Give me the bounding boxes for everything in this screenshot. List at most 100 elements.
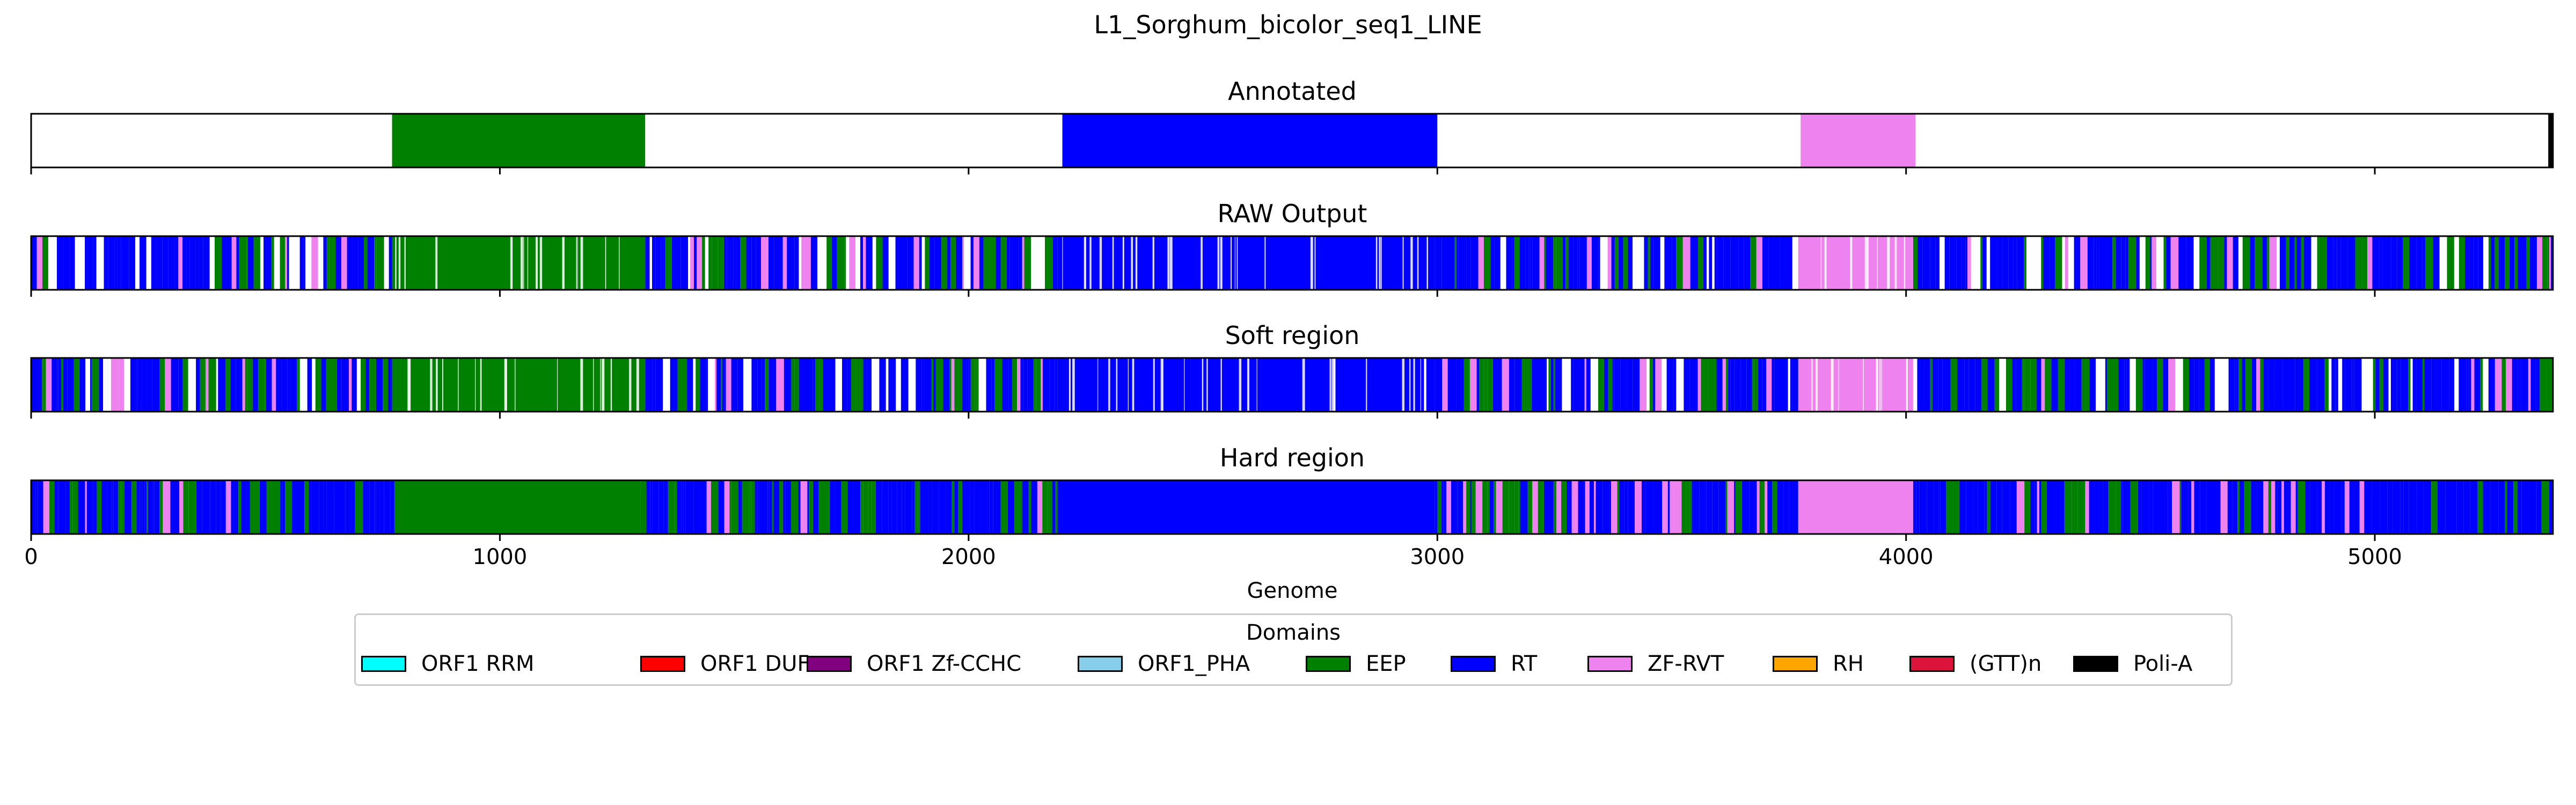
segment-rt [1653,480,1656,534]
segment-zf-rvt [1037,480,1043,534]
segment-rt [2500,236,2505,290]
segment-rt [2387,480,2393,534]
segment-rt [2232,480,2238,534]
segment-rt [1577,236,1580,290]
segment-eep [1946,480,1953,534]
segment-eep [2163,236,2167,290]
segment-eep [326,358,332,412]
segment-zf-rvt [2549,236,2551,290]
segment-rt [221,236,226,290]
segment-eep [1538,480,1544,534]
segment-eep [1454,236,1457,290]
segment-rt [1555,358,1562,412]
segment-rt [1586,358,1588,412]
segment-eep [159,358,165,412]
segment-zf-rvt [1041,358,1043,412]
segment-gap [2439,236,2447,290]
segment-rt [2142,358,2145,412]
segment-eep [42,236,48,290]
segment-gap [1863,358,1864,412]
segment-gap [435,236,438,290]
segment-rt [2300,358,2304,412]
segment-gap [1707,236,1709,290]
segment-rt [2289,358,2295,412]
segment-gap [1375,236,1378,290]
segment-eep [182,358,188,412]
segment-rt [2280,236,2286,290]
segment-gap [1876,358,1878,412]
segment-rt [2431,358,2437,412]
segment-rt [2474,358,2480,412]
segment-rt [1780,358,1788,412]
segment-zf-rvt [1722,358,1726,412]
segment-rt [2089,480,2095,534]
segment-eep [2179,480,2182,534]
segment-eep [952,480,955,534]
segment-eep [2542,236,2548,290]
segment-eep [1048,480,1052,534]
segment-eep [2319,236,2327,290]
legend-label: RT [1511,652,1538,676]
legend-label: EEP [1366,652,1406,676]
segment-rt [2126,358,2130,412]
segment-rt [2451,480,2457,534]
segment-rt [1723,236,1731,290]
segment-rt [1055,358,1058,412]
segment-rt [282,480,286,534]
segment-rt [31,480,36,534]
segment-rt [1768,236,1775,290]
segment-gap [2485,236,2489,290]
segment-rt [2017,236,2024,290]
segment-rt [349,480,352,534]
segment-rt [2295,480,2298,534]
segment-zf-rvt [2170,236,2179,290]
segment-zf-rvt [311,236,318,290]
segment-rt [1589,480,1594,534]
segment-zf-rvt [206,358,209,412]
segment-rt [86,480,93,534]
segment-rt [1573,358,1579,412]
segment-eep [264,358,266,412]
segment-eep [679,358,687,412]
segment-gap [188,358,196,412]
segment-rt [2121,480,2123,534]
segment-rt [853,480,861,534]
segment-eep [665,236,672,290]
segment-rt [1443,480,1447,534]
x-tick-label: 5000 [2347,545,2402,569]
segment-eep [731,480,739,534]
segment-gap [1879,358,1881,412]
segment-rt [769,358,777,412]
segment-rt [1982,236,1987,290]
segment-rt [652,358,656,412]
segment-rt [1784,236,1792,290]
segment-rt [1735,358,1741,412]
segment-rt [2054,480,2060,534]
segment-rt [919,236,922,290]
segment-rt [1704,480,1707,534]
legend-label: ORF1 Zf-CCHC [867,652,1022,676]
segment-zf-rvt [1766,358,1772,412]
segment-rt [2282,358,2289,412]
segment-rt [1959,480,1966,534]
segment-eep [935,358,943,412]
segment-zf-rvt [43,480,50,534]
segment-rt [1550,358,1554,412]
segment-rt [924,358,932,412]
segment-rt [700,358,706,412]
segment-rt [830,358,836,412]
segment-eep [42,358,44,412]
segment-gap [2139,236,2146,290]
segment-rt [2251,480,2257,534]
segment-rt [716,358,721,412]
segment-eep [2501,358,2506,412]
segment-eep [330,236,336,290]
segment-eep [2422,358,2425,412]
segment-rt [137,358,142,412]
segment-rt [661,236,663,290]
segment-gap [1913,358,1918,412]
segment-rt [677,480,682,534]
segment-rt [1546,236,1552,290]
segment-rt [2329,480,2334,534]
segment-rt [835,480,841,534]
